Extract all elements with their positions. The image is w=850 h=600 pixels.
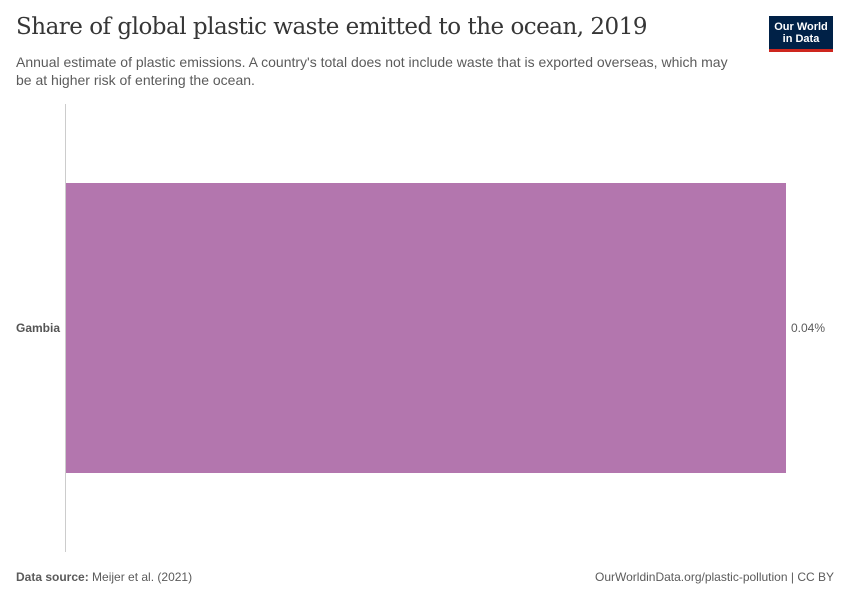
category-label: Gambia <box>15 321 60 335</box>
data-source-label: Data source: <box>16 570 89 584</box>
value-label: 0.04% <box>791 321 826 335</box>
data-source: Data source: Meijer et al. (2021) <box>16 570 192 584</box>
y-axis-line <box>65 104 66 552</box>
attribution-link[interactable]: OurWorldinData.org/plastic-pollution | C… <box>595 570 834 584</box>
bar-gambia[interactable] <box>66 183 786 473</box>
logo-accent-bar <box>769 49 833 52</box>
logo-line-1: Our World <box>774 21 828 33</box>
chart-subtitle: Annual estimate of plastic emissions. A … <box>16 54 728 88</box>
data-source-link[interactable]: Meijer et al. (2021) <box>88 570 193 584</box>
chart-title: Share of global plastic waste emitted to… <box>16 14 647 40</box>
owid-logo[interactable]: Our World in Data <box>769 16 833 52</box>
logo-line-2: in Data <box>782 33 820 45</box>
